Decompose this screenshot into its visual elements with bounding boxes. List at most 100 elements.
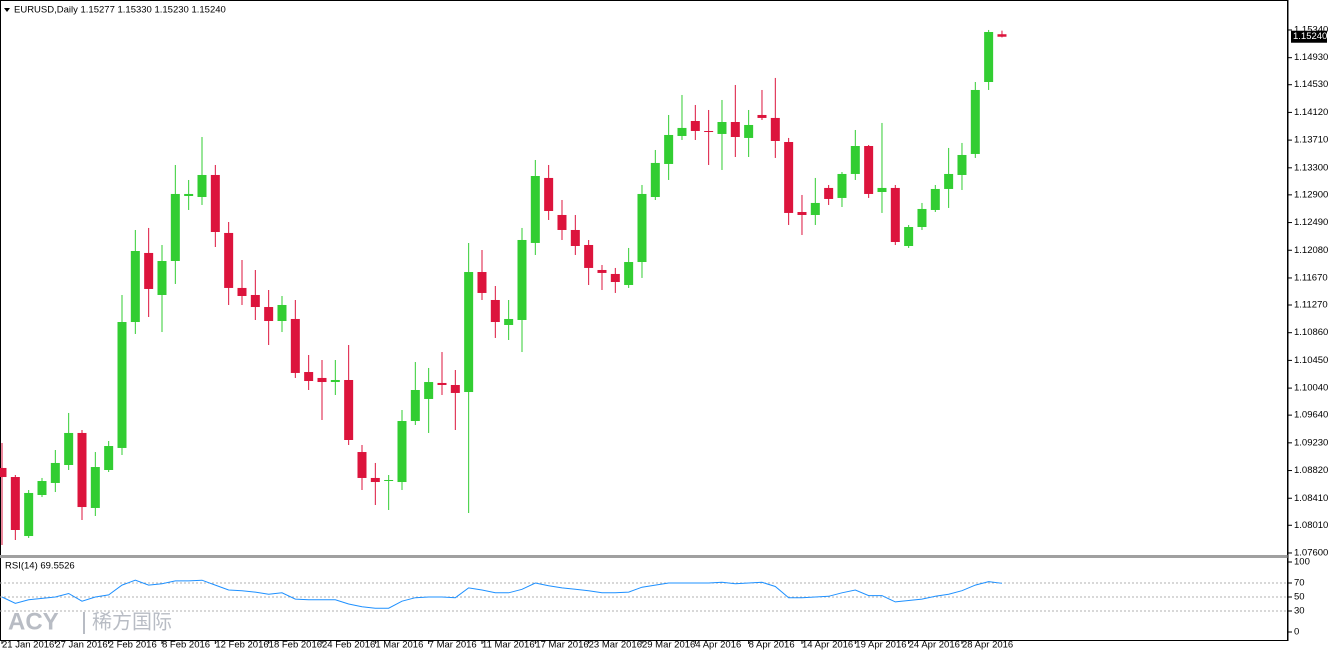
x-tick-label: 27 Jan 2016 — [55, 640, 107, 651]
y-tick-label: 1.13300 — [1294, 162, 1328, 173]
y-tick-label: 1.14930 — [1294, 52, 1328, 63]
candle-body — [757, 114, 767, 118]
x-tick-label: 8 Apr 2016 — [749, 640, 795, 651]
candle-body — [824, 187, 834, 199]
candle-body — [130, 250, 140, 323]
candle-body — [10, 477, 20, 530]
y-tick-label: 1.13710 — [1294, 135, 1328, 146]
candle-body — [570, 229, 580, 246]
candle-body — [370, 477, 380, 483]
candle-body — [0, 467, 7, 478]
candle-body — [770, 117, 780, 141]
y-tick-label: 30 — [1294, 606, 1305, 617]
y-tick-label: 1.11670 — [1294, 272, 1328, 283]
candle-body — [890, 187, 900, 243]
candle-body — [730, 122, 740, 138]
rsi-title: RSI(14) 69.5526 — [5, 561, 75, 572]
candle-body — [37, 481, 47, 495]
candle-body — [930, 188, 940, 210]
candle-body — [104, 446, 114, 470]
candle-body — [837, 173, 847, 198]
x-tick-label: 18 Feb 2016 — [269, 640, 322, 651]
chart-title: EURUSD,Daily 1.15277 1.15330 1.15230 1.1… — [14, 5, 226, 16]
candle-body — [384, 479, 394, 482]
y-tick-label: 1.08820 — [1294, 465, 1328, 476]
candle-body — [917, 208, 927, 228]
candle-body — [557, 214, 567, 230]
candle-body — [704, 130, 714, 133]
y-tick-label: 1.10450 — [1294, 355, 1328, 366]
candle-body — [330, 379, 340, 383]
candle-body — [437, 382, 447, 385]
x-tick-label: 7 Mar 2016 — [429, 640, 477, 651]
y-tick-label: 1.10040 — [1294, 383, 1328, 394]
candle-body — [944, 173, 954, 189]
candle-body — [304, 372, 314, 382]
candle-body — [64, 432, 74, 465]
y-tick-label: 1.07600 — [1294, 547, 1328, 558]
y-tick-label: 1.10860 — [1294, 327, 1328, 338]
candle-body — [224, 232, 234, 288]
candle-body — [90, 467, 100, 508]
candle-body — [610, 273, 620, 283]
candle-body — [464, 272, 474, 393]
candle-body — [490, 299, 500, 323]
x-tick-label: 24 Apr 2016 — [909, 640, 960, 651]
candle-body — [970, 89, 980, 154]
candle-body — [117, 322, 127, 448]
watermark-brand: ACY — [8, 608, 59, 635]
last-price-label: 1.15240 — [1293, 31, 1327, 42]
candle-body — [317, 377, 327, 383]
x-tick-label: 23 Mar 2016 — [589, 640, 642, 651]
y-tick-label: 1.09640 — [1294, 410, 1328, 421]
menu-triangle[interactable] — [4, 8, 10, 12]
candle-body — [477, 272, 487, 293]
candle-body — [637, 193, 647, 263]
x-tick-label: 4 Apr 2016 — [695, 640, 741, 651]
x-tick-label: 14 Apr 2016 — [802, 640, 853, 651]
candle-body — [717, 122, 727, 134]
y-tick-label: 0 — [1294, 627, 1299, 638]
y-tick-label: 1.15340 — [1294, 24, 1328, 35]
candle-body — [24, 492, 34, 537]
candle-body — [397, 421, 407, 483]
y-tick-label: 1.12080 — [1294, 245, 1328, 256]
candle-body — [157, 260, 167, 295]
candle-body — [517, 239, 527, 320]
candle-body — [450, 384, 460, 393]
candle-body — [77, 432, 87, 508]
candle-body — [957, 154, 967, 175]
y-tick-label: 1.14530 — [1294, 79, 1328, 90]
candle-body — [210, 174, 220, 233]
candle-body — [410, 389, 420, 422]
x-tick-label: 11 Mar 2016 — [482, 640, 535, 651]
candle-body — [984, 32, 994, 83]
candle-body — [170, 193, 180, 261]
y-tick-label: 100 — [1294, 557, 1310, 568]
candle-body — [197, 174, 207, 198]
candle-body — [877, 187, 887, 193]
y-tick-label: 1.11270 — [1294, 300, 1328, 311]
candle-body — [184, 193, 194, 196]
y-tick-label: 1.14120 — [1294, 107, 1328, 118]
y-tick-label: 1.09230 — [1294, 437, 1328, 448]
candle-body — [664, 134, 674, 164]
candle-body — [997, 34, 1007, 37]
last-price-box — [1291, 30, 1327, 43]
candle-body — [250, 294, 260, 308]
candle-body — [677, 127, 687, 136]
candle-body — [357, 452, 367, 478]
candle-body — [144, 252, 154, 289]
candle-body — [290, 318, 300, 373]
y-tick-label: 1.12900 — [1294, 189, 1328, 200]
panel-separator — [0, 555, 1288, 558]
x-tick-label: 24 Feb 2016 — [322, 640, 375, 651]
candle-body — [810, 202, 820, 215]
candle-body — [850, 145, 860, 174]
candle-body — [797, 212, 807, 215]
candle-body — [277, 304, 287, 322]
candle-body — [784, 142, 794, 213]
